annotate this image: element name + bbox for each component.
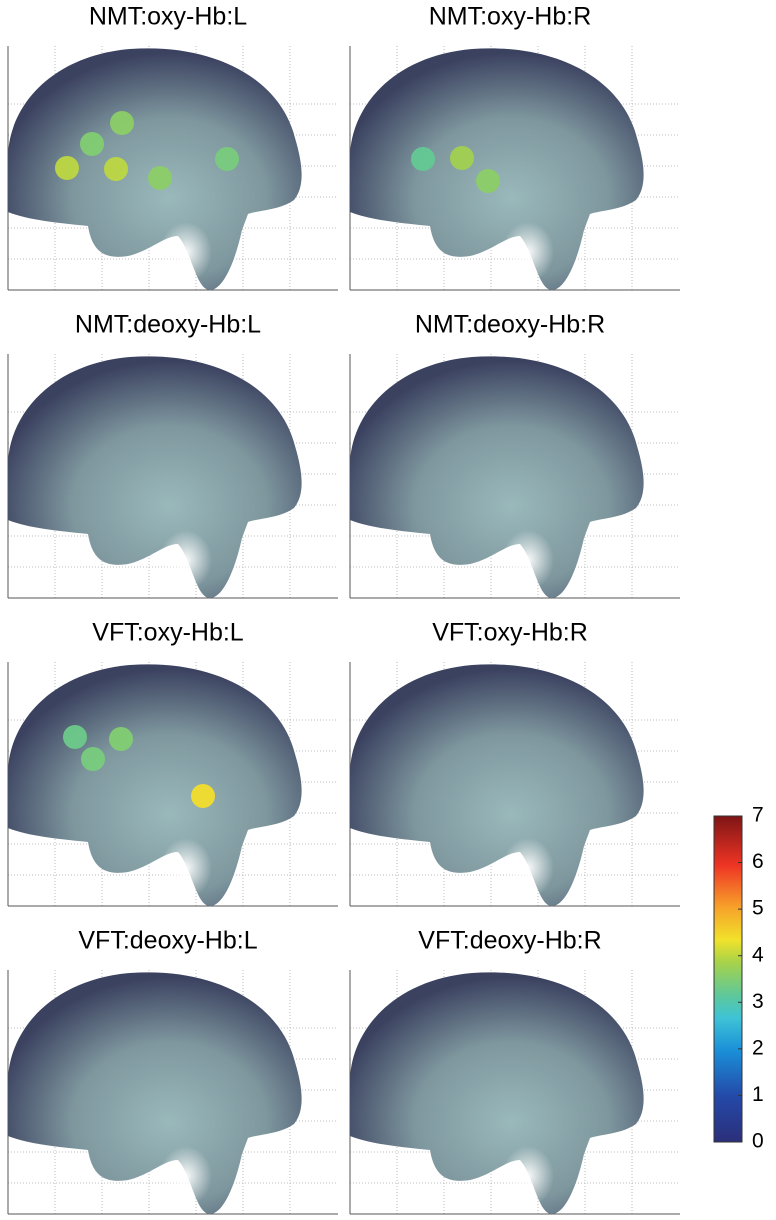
brain-highlight: [160, 222, 212, 282]
activation-spot: [81, 747, 105, 771]
brain-panel: [349, 46, 680, 291]
brain-panel: [7, 46, 338, 291]
brain-surface: [350, 48, 644, 291]
activation-spot: [63, 725, 87, 749]
brain-panel: [7, 354, 338, 599]
activation-spot: [450, 146, 474, 170]
panel-title: VFT:oxy-Hb:R: [432, 619, 588, 647]
colorbar: [713, 815, 743, 1143]
colorbar-tick-label: 7: [752, 804, 764, 827]
brain-highlight: [502, 1146, 554, 1206]
colorbar-tick-label: 2: [752, 1036, 764, 1059]
colorbar-tick-label: 1: [752, 1083, 764, 1106]
colorbar-tick-label: 3: [752, 990, 764, 1013]
panel-title: VFT:deoxy-Hb:R: [418, 927, 601, 955]
brain-highlight: [502, 530, 554, 590]
brain-surface: [8, 356, 302, 598]
brain-highlight: [160, 1146, 212, 1206]
panel-title: NMT:deoxy-Hb:R: [415, 311, 605, 339]
brain-highlight: [160, 838, 212, 898]
activation-spot: [104, 157, 128, 181]
colorbar-tick-label: 5: [752, 897, 764, 920]
brain-surface: [350, 972, 644, 1214]
brain-panel: [7, 662, 338, 907]
panel-title: VFT:oxy-Hb:L: [92, 619, 244, 647]
colorbar-tick-label: 0: [752, 1130, 764, 1153]
activation-spot: [80, 132, 104, 156]
activation-spot: [476, 169, 500, 193]
panel-title: NMT:deoxy-Hb:L: [75, 311, 261, 339]
brain-highlight: [160, 530, 212, 590]
panel-title: NMT:oxy-Hb:R: [429, 3, 592, 31]
brain-panel: [349, 662, 680, 907]
activation-spot: [411, 147, 435, 171]
brain-panel: [7, 970, 338, 1215]
activation-spot: [109, 727, 133, 751]
brain-surface: [350, 664, 644, 906]
activation-spot: [55, 156, 79, 180]
activation-spot: [191, 784, 215, 808]
brain-surface: [8, 972, 302, 1214]
brain-surface: [350, 356, 644, 598]
brain-highlight: [502, 222, 554, 282]
panel-title: VFT:deoxy-Hb:L: [78, 927, 257, 955]
colorbar-tick-label: 4: [752, 943, 764, 966]
activation-spot: [148, 166, 172, 190]
panel-title: NMT:oxy-Hb:L: [89, 3, 247, 31]
activation-spot: [215, 147, 239, 171]
brain-panel: [349, 970, 680, 1215]
brain-surface: [8, 664, 302, 906]
activation-spot: [110, 111, 134, 135]
brain-panel: [349, 354, 680, 599]
brain-highlight: [502, 838, 554, 898]
colorbar-tick-label: 6: [752, 850, 764, 873]
